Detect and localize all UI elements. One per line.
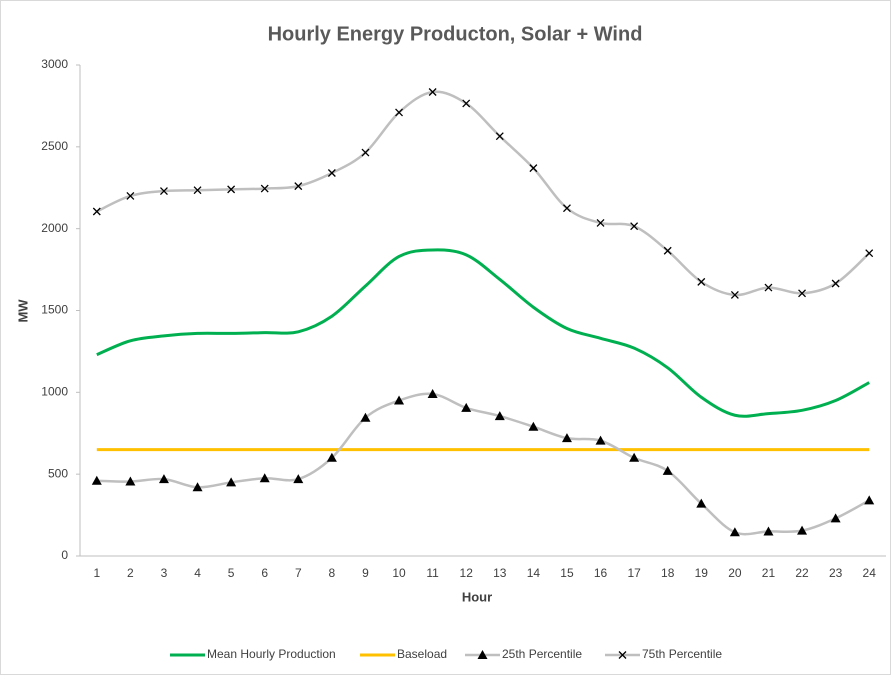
legend-label: 25th Percentile xyxy=(502,647,582,661)
triangle-marker xyxy=(729,527,740,537)
x-tick-label: 18 xyxy=(661,566,675,580)
x-marker xyxy=(529,164,538,173)
legend-label: 75th Percentile xyxy=(642,647,722,661)
legend-label: Baseload xyxy=(397,647,447,661)
x-tick-label: 14 xyxy=(527,566,541,580)
x-tick-label: 15 xyxy=(560,566,574,580)
x-marker xyxy=(227,185,236,194)
series xyxy=(96,248,870,418)
y-tick-label: 0 xyxy=(61,548,68,562)
triangle-marker xyxy=(293,474,304,484)
triangle-marker xyxy=(494,411,505,421)
x-tick-label: 23 xyxy=(829,566,843,580)
triangle-marker xyxy=(797,525,808,535)
x-tick-label: 10 xyxy=(392,566,406,580)
x-marker xyxy=(193,186,202,195)
triangle-marker xyxy=(158,474,169,484)
x-tick-label: 24 xyxy=(863,566,877,580)
triangle-marker xyxy=(864,495,875,505)
triangle-marker xyxy=(394,395,405,405)
triangle-marker xyxy=(561,433,572,443)
triangle-marker xyxy=(763,526,774,536)
x-marker xyxy=(831,279,840,288)
x-tick-label: 13 xyxy=(493,566,507,580)
y-tick-label: 1000 xyxy=(41,385,68,399)
x-tick-label: 5 xyxy=(228,566,235,580)
x-marker xyxy=(495,132,504,141)
x-axis-title: Hour xyxy=(462,589,492,604)
series-line xyxy=(96,248,870,418)
x-tick-label: 7 xyxy=(295,566,302,580)
triangle-marker xyxy=(830,513,841,523)
x-tick-label: 21 xyxy=(762,566,776,580)
x-tick-label: 4 xyxy=(194,566,201,580)
x-marker xyxy=(562,204,571,213)
x-marker xyxy=(361,148,370,157)
x-marker xyxy=(159,187,168,195)
x-marker xyxy=(865,249,874,258)
legend-marker xyxy=(618,651,627,659)
x-marker xyxy=(764,283,773,292)
series xyxy=(92,88,874,299)
y-tick-label: 2500 xyxy=(41,139,68,153)
legend-label: Mean Hourly Production xyxy=(207,647,336,661)
triangle-marker xyxy=(192,482,203,492)
triangle-marker xyxy=(125,476,136,486)
x-tick-label: 20 xyxy=(728,566,742,580)
series-line xyxy=(96,90,871,297)
x-tick-label: 22 xyxy=(795,566,809,580)
chart-title: Hourly Energy Producton, Solar + Wind xyxy=(268,23,643,45)
y-axis-title: MW xyxy=(15,299,30,323)
x-tick-label: 19 xyxy=(695,566,709,580)
y-tick-label: 1500 xyxy=(41,303,68,317)
triangle-marker xyxy=(696,498,707,508)
x-tick-label: 3 xyxy=(161,566,168,580)
triangle-marker xyxy=(326,452,337,462)
x-tick-label: 6 xyxy=(261,566,268,580)
x-tick-label: 17 xyxy=(627,566,641,580)
y-tick-label: 3000 xyxy=(41,57,68,71)
x-tick-label: 12 xyxy=(460,566,474,580)
x-marker xyxy=(126,191,135,200)
triangle-marker xyxy=(662,465,673,475)
triangle-marker xyxy=(259,473,270,483)
triangle-marker xyxy=(629,452,640,462)
x-tick-label: 1 xyxy=(93,566,100,580)
x-marker xyxy=(596,218,605,227)
legend-marker xyxy=(477,650,488,659)
triangle-marker xyxy=(427,388,438,398)
x-marker xyxy=(327,169,336,177)
x-marker xyxy=(630,222,639,231)
triangle-marker xyxy=(91,475,102,485)
x-marker xyxy=(92,207,101,216)
x-marker xyxy=(294,182,303,191)
x-tick-label: 11 xyxy=(426,566,439,580)
x-marker xyxy=(798,289,807,298)
x-marker xyxy=(428,88,437,96)
series xyxy=(91,388,875,537)
triangle-marker xyxy=(360,412,371,422)
y-tick-label: 500 xyxy=(48,466,68,480)
triangle-marker xyxy=(528,421,539,431)
y-tick-label: 2000 xyxy=(41,221,68,235)
triangle-marker xyxy=(461,402,472,412)
x-marker xyxy=(730,290,739,299)
x-tick-label: 8 xyxy=(329,566,336,580)
triangle-marker xyxy=(595,435,606,445)
x-tick-label: 16 xyxy=(594,566,608,580)
x-tick-label: 2 xyxy=(127,566,134,580)
x-marker xyxy=(260,184,269,193)
x-marker xyxy=(697,277,706,286)
x-marker xyxy=(462,99,471,108)
x-marker xyxy=(663,246,672,255)
x-tick-label: 9 xyxy=(362,566,369,580)
x-marker xyxy=(395,108,404,117)
triangle-marker xyxy=(226,477,237,487)
